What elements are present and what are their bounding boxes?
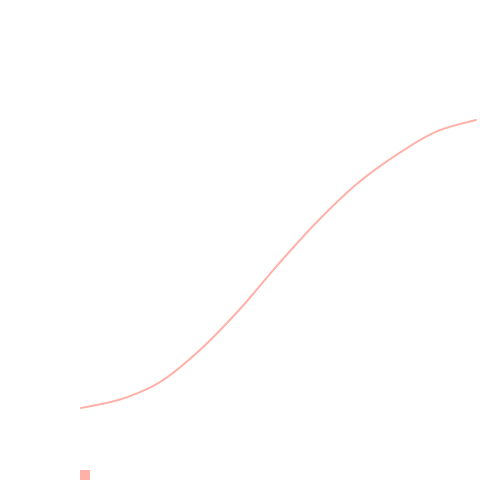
series-line-0: [80, 119, 477, 409]
series-layer: [80, 119, 477, 409]
legend-swatch-0: [80, 470, 90, 480]
legend: [80, 470, 90, 480]
